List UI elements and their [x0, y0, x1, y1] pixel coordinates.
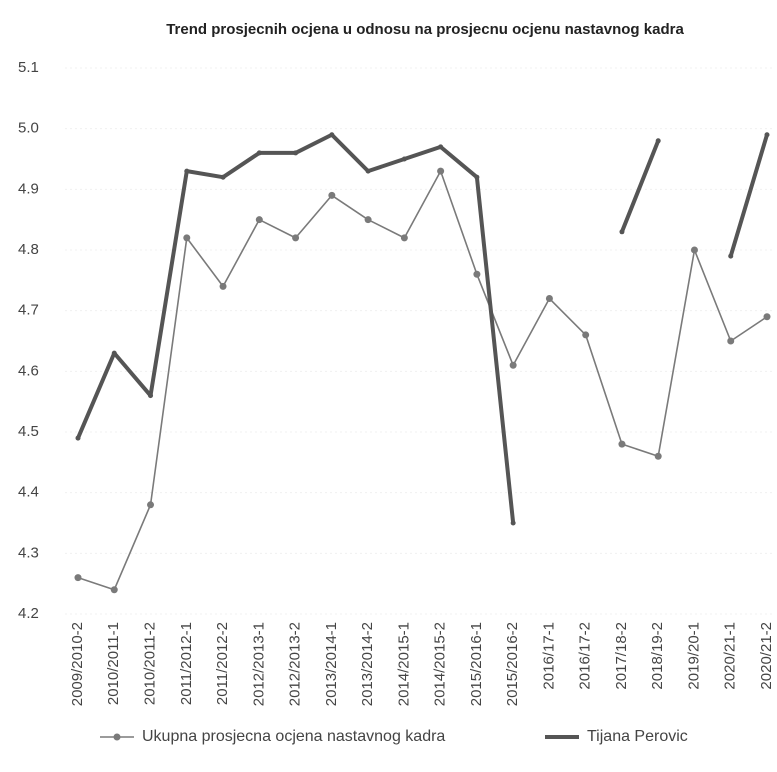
x-tick-label: 2010/2011-1 [105, 622, 122, 705]
x-tick-label: 2009/2010-2 [69, 622, 86, 706]
point [110, 586, 118, 594]
y-tick-label: 4.9 [18, 180, 39, 197]
point [328, 191, 336, 199]
x-tick-label: 2010/2011-2 [141, 622, 158, 705]
point [220, 174, 226, 180]
point [293, 150, 299, 156]
point [111, 350, 117, 356]
point [437, 167, 445, 175]
point [473, 270, 481, 278]
y-tick-label: 4.8 [18, 241, 39, 258]
y-tick-label: 4.6 [18, 362, 39, 379]
point [75, 435, 81, 441]
legend-label: Tijana Perovic [587, 728, 688, 745]
point [364, 216, 372, 224]
series-line [77, 170, 768, 591]
y-tick-label: 4.4 [18, 484, 39, 501]
point [438, 144, 444, 150]
x-tick-label: 2015/2016-2 [504, 622, 521, 706]
point [545, 295, 553, 303]
y-tick-label: 4.7 [18, 302, 39, 319]
x-tick-label: 2018/19-2 [649, 622, 666, 690]
x-tick-label: 2016/17-2 [577, 622, 594, 690]
point [509, 361, 517, 369]
point [510, 520, 516, 526]
point [618, 440, 626, 448]
x-tick-label: 2014/2015-2 [432, 622, 449, 706]
point [147, 501, 155, 509]
x-tick-label: 2013/2014-2 [359, 622, 376, 706]
legend-label: Ukupna prosjecna ocjena nastavnog kadra [142, 728, 445, 745]
x-tick-label: 2013/2014-1 [323, 622, 340, 706]
point [74, 574, 82, 582]
y-tick-label: 4.5 [18, 423, 39, 440]
point [256, 150, 262, 156]
x-tick-label: 2016/17-1 [540, 622, 557, 690]
x-tick-label: 2014/2015-1 [395, 622, 412, 706]
x-tick-label: 2012/2013-1 [250, 622, 267, 706]
point [292, 234, 300, 242]
point [401, 156, 407, 162]
x-tick-label: 2019/20-1 [685, 622, 702, 690]
x-tick-label: 2012/2013-2 [287, 622, 304, 706]
x-tick-label: 2017/18-2 [613, 622, 630, 690]
y-tick-label: 4.3 [18, 544, 39, 561]
point [148, 393, 154, 399]
point [582, 331, 590, 339]
chart-title: Trend prosjecnih ocjena u odnosu na pros… [166, 21, 684, 38]
point [654, 452, 662, 460]
x-tick-label: 2020/21-2 [758, 622, 775, 690]
y-tick-label: 4.2 [18, 605, 39, 622]
x-tick-label: 2011/2012-1 [178, 622, 195, 705]
point [365, 168, 371, 174]
point [474, 174, 480, 180]
point [219, 282, 227, 290]
point [184, 168, 190, 174]
point [655, 138, 661, 144]
x-tick-label: 2011/2012-2 [214, 622, 231, 705]
point [690, 246, 698, 254]
point [727, 337, 735, 345]
point [619, 229, 625, 235]
point [255, 216, 263, 224]
legend-marker [113, 733, 121, 741]
point [400, 234, 408, 242]
point [329, 132, 335, 138]
y-tick-label: 5.1 [18, 59, 39, 76]
point [763, 313, 771, 321]
series-line [76, 132, 769, 524]
point [183, 234, 191, 242]
point [728, 253, 734, 259]
x-tick-label: 2020/21-1 [722, 622, 739, 690]
y-tick-label: 5.0 [18, 120, 39, 137]
point [764, 132, 770, 138]
x-tick-label: 2015/2016-1 [468, 622, 485, 706]
